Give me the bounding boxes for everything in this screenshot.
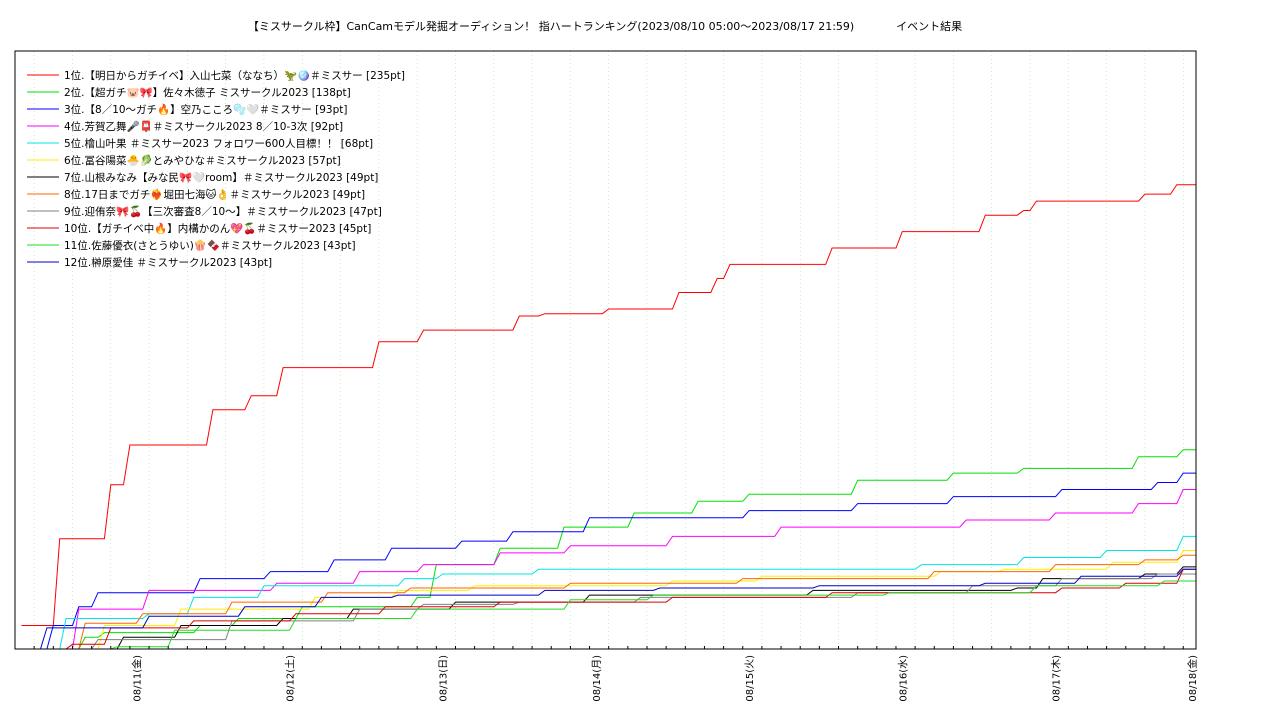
legend-label: 10位.【ガチイベ中🔥】内構かのん💖🍒＃ミスサー2023 [45pt] xyxy=(64,222,371,235)
x-tick-label: 08/15(火) xyxy=(744,655,756,702)
legend-label: 5位.檜山叶果 ＃ミスサー2023 フォロワー600人目標！！ [68pt] xyxy=(64,137,373,150)
x-tick-label: 08/11(金) xyxy=(130,655,143,702)
legend-label: 7位.山根みなみ【みな民🎀🤍room】＃ミスサークル2023 [49pt] xyxy=(64,171,378,184)
x-tick-label: 08/12(土) xyxy=(284,655,297,702)
legend-label: 4位.芳賀乙舞🎤📮＃ミスサークル2023 8／10-3次 [92pt] xyxy=(64,120,343,133)
series-line xyxy=(21,568,1196,650)
legend-label: 11位.佐藤優衣(さとうゆい)🍿🍫＃ミスサークル2023 [43pt] xyxy=(64,239,356,252)
series-line xyxy=(21,554,1196,650)
series-line xyxy=(21,535,1196,650)
legend: 1位.【明日からガチイベ】入山七菜（ななち）🦖🪩＃ミスサー [235pt] 2位.… xyxy=(27,69,405,269)
legend-label: 1位.【明日からガチイベ】入山七菜（ななち）🦖🪩＃ミスサー [235pt] xyxy=(64,69,405,82)
x-axis: 08/11(金) 08/12(土) 08/13(日) 08/14(月) 08/15(火)… xyxy=(33,646,1199,702)
legend-label: 3位.【8／10〜ガチ🔥】空乃こころ🫧🤍＃ミスサー [93pt] xyxy=(64,103,347,116)
x-tick-label: 08/16(水) xyxy=(897,655,909,702)
x-tick-label: 08/17(木) xyxy=(1051,655,1063,702)
series-line xyxy=(21,580,1196,650)
series-line xyxy=(21,489,1196,650)
legend-label: 6位.冨谷陽菜🐣🥬とみやひな＃ミスサークル2023 [57pt] xyxy=(64,154,341,167)
series-lines xyxy=(21,184,1196,650)
legend-label: 9位.迎侑奈🎀🍒【三次審査8／10〜】＃ミスサークル2023 [47pt] xyxy=(64,205,382,218)
x-tick-label: 08/13(日) xyxy=(439,655,450,702)
chart-title: 【ミスサークル枠】CanCamモデル発掘オーディション！ 指ハートランキング(2… xyxy=(247,20,963,33)
plot-frame xyxy=(14,50,1197,650)
series-line xyxy=(21,568,1196,650)
series-line xyxy=(21,449,1196,650)
x-tick-label: 08/14(月) xyxy=(591,655,603,702)
series-line xyxy=(21,184,1196,626)
legend-label: 2位.【超ガチ🐷🎀】佐々木徳子 ミスサークル2023 [138pt] xyxy=(64,86,351,99)
x-tick-label: 08/18(金) xyxy=(1186,655,1199,702)
legend-label: 8位.17日までガチ❤️‍🔥堀田七海🐱👌＃ミスサークル2023 [49pt] xyxy=(64,188,365,201)
series-line xyxy=(21,472,1196,650)
legend-label: 12位.榊原愛佳 ＃ミスサークル2023 [43pt] xyxy=(64,256,272,269)
